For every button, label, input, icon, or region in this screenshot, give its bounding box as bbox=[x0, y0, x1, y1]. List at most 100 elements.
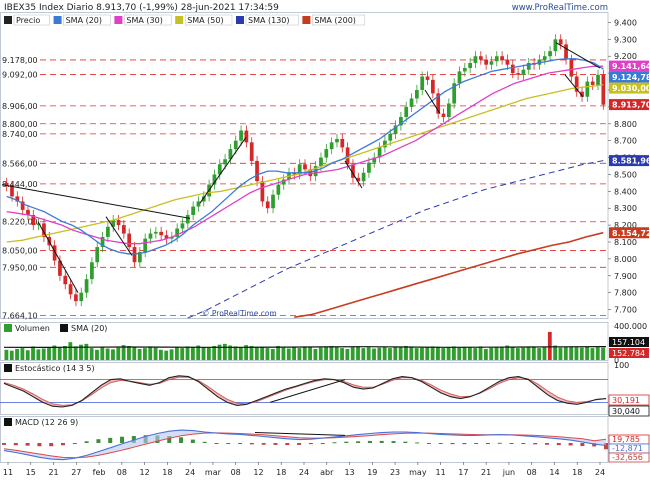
volume-bar bbox=[563, 346, 568, 360]
macd-histogram-bar bbox=[509, 443, 514, 444]
candle-body bbox=[100, 236, 105, 248]
candle-body bbox=[516, 73, 520, 75]
volume-bar bbox=[201, 347, 206, 360]
candle-body bbox=[31, 214, 36, 226]
volume-bar bbox=[52, 345, 57, 360]
candle-body bbox=[159, 231, 164, 236]
badge-bg bbox=[609, 227, 649, 239]
x-tick-label: 14 bbox=[549, 468, 559, 477]
trendline bbox=[105, 216, 133, 256]
candle-body bbox=[74, 294, 78, 302]
volume-bar bbox=[95, 349, 99, 360]
left-price-label: 9.092,00 bbox=[2, 70, 38, 79]
candle-body bbox=[260, 181, 265, 202]
candle-body bbox=[297, 164, 302, 175]
price-series bbox=[1, 34, 606, 319]
volume-bar bbox=[414, 348, 419, 360]
instrument-title: IBEX35 Index Diario 8.913,70 (-1,99%) 28… bbox=[4, 3, 279, 13]
volume-bar bbox=[57, 347, 62, 360]
candle-body bbox=[521, 69, 526, 75]
candle-body bbox=[548, 51, 552, 57]
volume-bar bbox=[334, 347, 339, 360]
candle-body bbox=[585, 81, 590, 97]
volume-bar bbox=[41, 348, 46, 360]
volume-bar bbox=[217, 344, 222, 360]
volume-bar bbox=[164, 350, 169, 360]
y-tick-label: 8.100 bbox=[614, 238, 637, 247]
volume-bar bbox=[111, 349, 115, 360]
candle-body bbox=[399, 117, 403, 126]
volume-y-label: 400.000 bbox=[614, 322, 647, 331]
candle-body bbox=[58, 260, 62, 276]
stoch-k-line bbox=[3, 375, 607, 408]
candle-body bbox=[292, 172, 297, 175]
macd-histogram-bar bbox=[438, 443, 443, 444]
sma130-line bbox=[187, 160, 604, 319]
x-tick-label: may bbox=[409, 468, 427, 477]
y-tick-label: 8.700 bbox=[614, 137, 637, 146]
macd-histogram-bar bbox=[462, 443, 467, 445]
volume-bar bbox=[47, 347, 51, 360]
volume-bar bbox=[137, 348, 142, 360]
volume-bar bbox=[233, 346, 238, 360]
y-tick-label: 8.800 bbox=[614, 120, 637, 129]
volume-bar bbox=[515, 348, 520, 360]
volume-bar bbox=[281, 347, 286, 360]
volume-bar bbox=[318, 347, 323, 360]
volume-bar bbox=[329, 345, 334, 360]
y-tick-label: 7.800 bbox=[614, 289, 637, 298]
legend-label: SMA (20) bbox=[66, 16, 102, 25]
candle-body bbox=[558, 39, 563, 45]
macd-histogram-bar bbox=[332, 442, 337, 444]
macd-histogram-bar bbox=[61, 443, 66, 446]
macd-histogram-bar bbox=[604, 443, 608, 450]
volume-sma-line bbox=[3, 346, 607, 348]
sma20-line bbox=[6, 58, 604, 255]
macd-histogram-bar bbox=[273, 443, 278, 445]
stoch-badge: 30,040 bbox=[612, 407, 640, 416]
candle-body bbox=[265, 201, 270, 209]
legend-swatch bbox=[114, 16, 123, 24]
x-tick-label: 11 bbox=[3, 468, 13, 477]
candle-body bbox=[409, 98, 414, 107]
macd-histogram-bar bbox=[72, 443, 77, 444]
x-tick-label: 08 bbox=[231, 468, 241, 477]
volume-bar bbox=[590, 348, 595, 360]
x-tick-label: 11 bbox=[436, 468, 446, 477]
volume-bar bbox=[510, 347, 515, 360]
volume-bar bbox=[478, 346, 483, 360]
volume-bar bbox=[483, 348, 488, 360]
candle-body bbox=[473, 56, 478, 63]
volume-bar bbox=[100, 347, 105, 360]
volume-badge: 152.784 bbox=[612, 349, 645, 358]
volume-bar bbox=[174, 347, 179, 360]
volume-bar bbox=[63, 345, 67, 360]
macd-histogram-bar bbox=[521, 443, 526, 444]
macd-histogram-bar bbox=[96, 439, 101, 443]
volume-bar bbox=[356, 346, 360, 360]
macd-histogram-bar bbox=[580, 443, 585, 447]
macd-badge: -32,656 bbox=[612, 453, 643, 462]
volume-bar bbox=[4, 349, 9, 360]
candle-body bbox=[84, 279, 89, 293]
macd-histogram-bar bbox=[49, 443, 54, 447]
x-tick-label: mar bbox=[205, 468, 222, 477]
y-tick-label: 8.300 bbox=[614, 204, 637, 213]
legend-swatch bbox=[60, 324, 68, 332]
macd-histogram-bar bbox=[13, 443, 18, 446]
panel-frames bbox=[0, 12, 609, 463]
volume-bar bbox=[531, 346, 536, 360]
stoch-d-line bbox=[3, 376, 607, 406]
candle-body bbox=[137, 252, 142, 263]
legend-swatch bbox=[4, 364, 12, 372]
candle-body bbox=[478, 56, 483, 60]
candle-body bbox=[505, 59, 510, 65]
candle-body bbox=[436, 93, 441, 114]
candle-body bbox=[169, 236, 174, 239]
volume-bar bbox=[404, 345, 408, 360]
legend-swatch bbox=[53, 16, 62, 24]
candle-body bbox=[367, 162, 371, 173]
volume-bar bbox=[84, 343, 89, 360]
volume-bar bbox=[244, 345, 249, 360]
